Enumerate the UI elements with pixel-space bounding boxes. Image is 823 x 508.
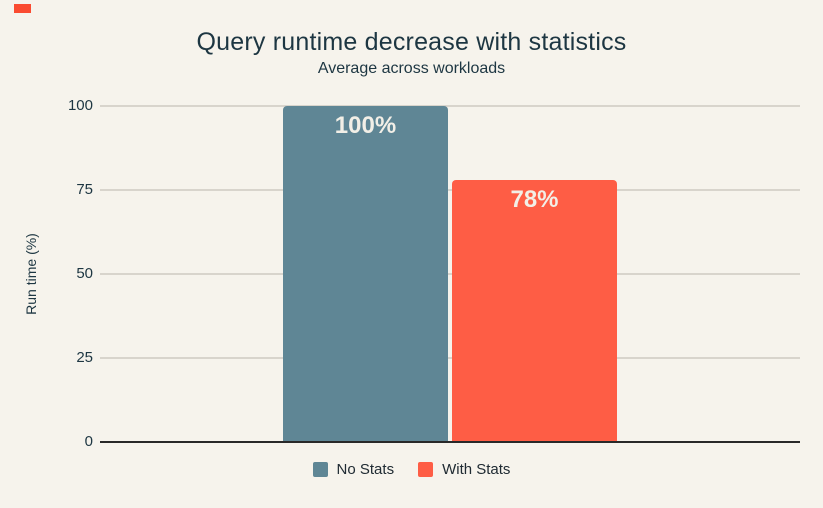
chart-title: Query runtime decrease with statistics — [196, 28, 627, 56]
legend-item-label: With Stats — [442, 461, 511, 478]
legend-swatch-icon — [312, 462, 328, 477]
bar-value-label: 78% — [510, 186, 559, 213]
gridline — [100, 105, 800, 107]
corner-red-mark-icon — [14, 4, 31, 13]
legend-item-label: No Stats — [336, 461, 395, 478]
gridline — [100, 189, 800, 191]
gridline — [100, 357, 800, 359]
bar-with-stats: 78% — [452, 180, 617, 442]
y-tick-label: 25 — [76, 349, 93, 366]
legend: No Stats With Stats — [0, 461, 823, 478]
legend-swatch-icon — [418, 462, 434, 477]
y-tick-label: 0 — [84, 433, 93, 450]
y-tick-label: 75 — [76, 181, 93, 198]
x-axis-baseline — [100, 441, 800, 443]
bar-no-stats: 100% — [283, 106, 448, 442]
y-tick-label: 100 — [67, 97, 93, 114]
gridline — [100, 273, 800, 275]
legend-item-with-stats: With Stats — [418, 461, 510, 478]
bar-value-label: 100% — [334, 112, 397, 139]
legend-item-no-stats: No Stats — [312, 461, 395, 478]
y-tick-label: 50 — [76, 265, 93, 282]
chart-subtitle: Average across workloads — [317, 60, 506, 77]
